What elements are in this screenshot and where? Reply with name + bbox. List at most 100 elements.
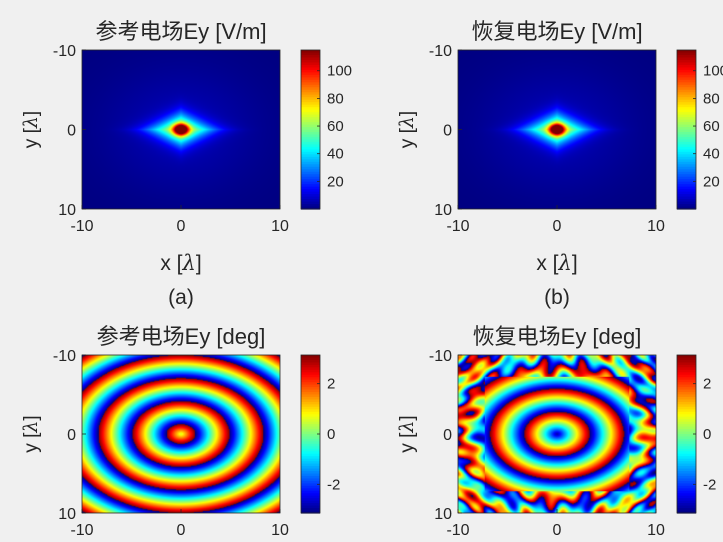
colorbar-frame	[676, 49, 697, 210]
x-tick-label: 0	[553, 522, 562, 539]
unit-close: ]	[21, 415, 42, 420]
colorbar-segment	[301, 54, 320, 59]
colorbar-segment	[677, 431, 696, 435]
colorbar-segment	[301, 443, 320, 447]
y-label-text: y [	[21, 432, 42, 453]
y-tick-label: -10	[429, 348, 452, 365]
colorbar-segment	[301, 411, 320, 415]
colorbar-segment	[301, 438, 320, 443]
colorbar-segment	[301, 372, 320, 376]
colorbar-segment	[301, 396, 320, 401]
colorbar-segment	[677, 419, 696, 423]
colorbar-segment	[677, 382, 696, 386]
field-image	[82, 355, 280, 513]
colorbar-segment	[301, 199, 320, 203]
colorbar-segment	[301, 131, 320, 136]
unit-close: ]	[397, 111, 418, 116]
colorbar-segment	[301, 196, 320, 200]
colorbar-segment	[301, 448, 320, 452]
colorbar-segment	[677, 124, 696, 128]
colorbar-segment	[677, 87, 696, 91]
colorbar-tick-label: 100	[703, 63, 723, 80]
colorbar-segment	[677, 174, 696, 178]
colorbar-segment	[301, 490, 320, 494]
colorbar-segment	[301, 434, 320, 438]
colorbar-segment	[301, 379, 320, 383]
colorbar-segment	[301, 89, 320, 93]
colorbar-tick-label: 40	[327, 146, 344, 163]
colorbar-segment	[301, 176, 320, 180]
colorbar-segment	[677, 50, 696, 54]
x-axis-label: x [λ]	[160, 251, 201, 275]
colorbar-segment	[301, 84, 320, 88]
colorbar-segment	[301, 374, 320, 378]
colorbar-segment	[301, 74, 320, 78]
colorbar-segment	[301, 161, 320, 165]
colorbar-segment	[677, 169, 696, 173]
colorbar-segment	[677, 426, 696, 430]
colorbar-segment	[677, 59, 696, 64]
colorbar-segment	[677, 498, 696, 502]
x-tick-label: -10	[446, 218, 469, 235]
colorbar-segment	[301, 503, 320, 507]
colorbar-segment	[677, 64, 696, 68]
colorbar-segment	[677, 505, 696, 509]
colorbar-segment	[677, 79, 696, 83]
colorbar-tick-label: 100	[327, 63, 352, 80]
colorbar-segment	[677, 149, 696, 153]
colorbar-segment	[677, 369, 696, 373]
colorbar-segment	[301, 77, 320, 81]
colorbar-tick-label: 2	[327, 376, 335, 393]
colorbar-segment	[677, 493, 696, 497]
colorbar-segment	[677, 179, 696, 183]
colorbar-segment	[301, 485, 320, 489]
colorbar-segment	[677, 429, 696, 433]
colorbar-segment	[677, 119, 696, 123]
colorbar-segment	[677, 468, 696, 472]
colorbar-segment	[301, 154, 320, 158]
colorbar-segment	[301, 466, 320, 470]
colorbar-segment	[301, 451, 320, 455]
colorbar-segment	[677, 77, 696, 81]
y-axis-label: y [λ]	[396, 111, 418, 148]
colorbar-segment	[301, 104, 320, 108]
colorbar-segment	[301, 483, 320, 487]
colorbar-segment	[677, 441, 696, 445]
colorbar-segment	[301, 107, 320, 111]
colorbar-segment	[677, 201, 696, 205]
colorbar-tick-label: -2	[327, 476, 340, 493]
colorbar-segment	[301, 109, 320, 113]
x-tick-label: -10	[70, 522, 93, 539]
colorbar-segment	[301, 480, 320, 484]
colorbar-segment	[677, 131, 696, 136]
colorbar-segment	[677, 456, 696, 460]
x-tick-label: 10	[647, 522, 665, 539]
colorbar-segment	[301, 401, 320, 405]
y-tick-label: 0	[67, 427, 76, 444]
y-axis-label: y [λ]	[20, 111, 42, 148]
colorbar-segment	[301, 453, 320, 457]
colorbar-segment	[677, 443, 696, 447]
colorbar-segment	[301, 156, 320, 160]
colorbar-segment	[301, 69, 320, 73]
colorbar-segment	[677, 109, 696, 113]
y-tick-label: -10	[53, 43, 76, 60]
colorbar-segment	[677, 367, 696, 371]
colorbar-segment	[301, 461, 320, 465]
colorbar-segment	[301, 382, 320, 386]
y-tick-label: 0	[443, 123, 452, 140]
colorbar-segment	[677, 355, 696, 359]
colorbar-segment	[677, 475, 696, 480]
colorbar-segment	[677, 396, 696, 401]
colorbar-segment	[677, 372, 696, 376]
y-axis-label: y [λ]	[20, 415, 42, 452]
colorbar-segment	[677, 206, 696, 210]
colorbar-segment	[677, 411, 696, 415]
unit-close: ]	[572, 252, 578, 275]
colorbar-segment	[677, 409, 696, 413]
subplot-caption: (a)	[168, 286, 194, 309]
colorbar-segment	[677, 483, 696, 487]
colorbar-segment	[677, 54, 696, 59]
colorbar-segment	[677, 416, 696, 420]
colorbar-frame	[300, 49, 321, 210]
